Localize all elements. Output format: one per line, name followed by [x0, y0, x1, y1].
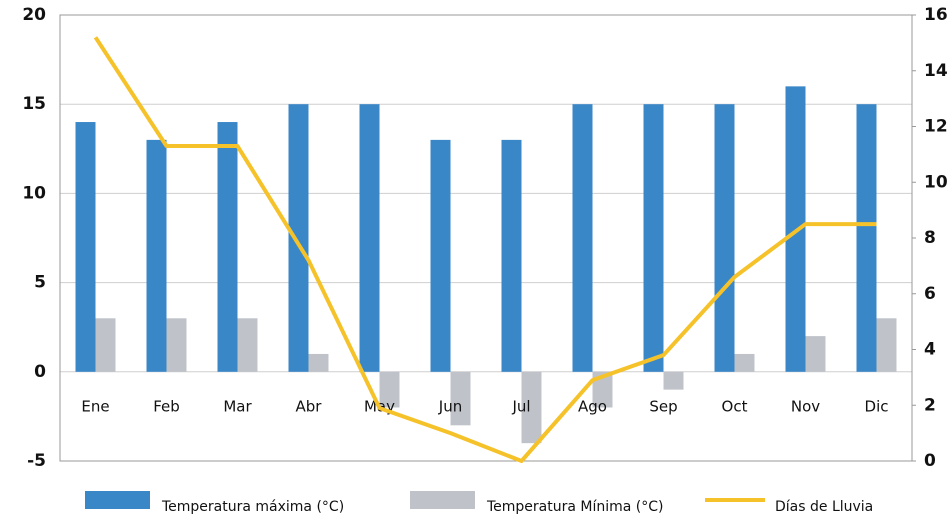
x-tick-label: Feb: [153, 398, 180, 416]
legend-swatch: [410, 491, 475, 509]
bar: [166, 318, 187, 372]
x-tick-label: Mar: [223, 398, 252, 416]
bar: [359, 104, 380, 372]
x-tick-label: Nov: [791, 398, 820, 416]
bar: [521, 371, 542, 444]
bar: [217, 122, 238, 372]
bar: [430, 139, 451, 372]
bar: [501, 139, 522, 372]
y-tick-label: 0: [34, 362, 46, 382]
y-tick-label: 10: [22, 183, 46, 203]
bar: [379, 371, 400, 408]
bar: [876, 318, 897, 372]
y2-tick-label: 2: [924, 395, 936, 415]
legend-label: Temperatura Mínima (°C): [486, 499, 664, 515]
bar: [856, 104, 877, 372]
bar: [146, 139, 167, 372]
bar: [308, 353, 329, 372]
y2-tick-label: 10: [924, 172, 948, 192]
bar: [643, 104, 664, 372]
x-tick-label: Dic: [865, 398, 889, 416]
legend-swatch: [85, 491, 150, 509]
bar: [805, 336, 826, 372]
y2-tick-label: 4: [924, 340, 936, 360]
y2-tick-label: 12: [924, 117, 948, 137]
bar: [572, 104, 593, 372]
bar: [288, 104, 309, 372]
bar: [75, 122, 96, 372]
bar: [734, 353, 755, 372]
legend-label: Temperatura máxima (°C): [161, 499, 344, 515]
y-tick-label: -5: [27, 451, 46, 471]
line: [93, 36, 877, 463]
x-tick-label: Abr: [296, 398, 323, 416]
plot-frame: [59, 14, 913, 462]
x-tick-label: Ene: [81, 398, 109, 416]
x-tick-label: Jun: [438, 398, 462, 416]
y2-tick-label: 6: [924, 284, 936, 304]
bar: [95, 318, 116, 372]
bar: [592, 371, 613, 408]
y-tick-label: 20: [22, 5, 46, 25]
y-tick-label: 15: [22, 94, 46, 114]
x-tick-label: Sep: [649, 398, 677, 416]
y-tick-label: 5: [34, 273, 46, 293]
bar: [237, 318, 258, 372]
x-tick-label: Ago: [578, 398, 607, 416]
bar: [663, 371, 684, 390]
y2-tick-label: 8: [924, 228, 936, 248]
bar: [714, 104, 735, 372]
y2-tick-label: 16: [924, 5, 948, 25]
x-tick-label: Oct: [722, 398, 748, 416]
y2-tick-label: 0: [924, 451, 936, 471]
x-tick-label: Jul: [511, 398, 530, 416]
legend-label: Días de Lluvia: [775, 499, 873, 515]
y2-tick-label: 14: [924, 61, 948, 81]
bar: [450, 371, 471, 426]
